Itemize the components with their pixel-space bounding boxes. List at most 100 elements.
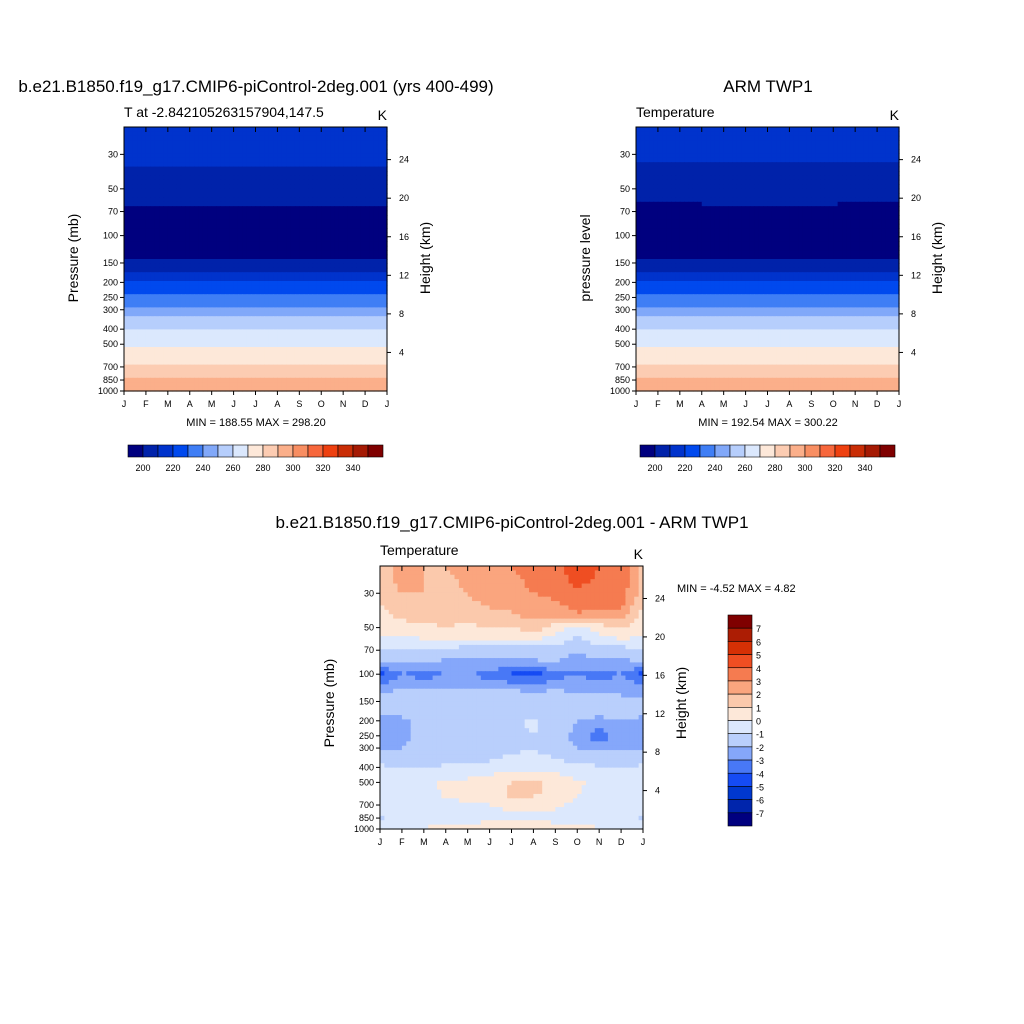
contour-cell bbox=[675, 140, 681, 146]
contour-cell bbox=[154, 237, 160, 242]
contour-cell bbox=[198, 351, 204, 357]
contour-cell bbox=[299, 135, 305, 141]
contour-cell bbox=[132, 201, 138, 207]
contour-cell bbox=[255, 311, 261, 317]
contour-cell bbox=[356, 369, 362, 374]
contour-cell bbox=[815, 127, 821, 132]
contour-cell bbox=[785, 197, 791, 203]
contour-cell bbox=[863, 153, 869, 159]
contour-cell bbox=[312, 316, 318, 322]
contour-cell bbox=[172, 303, 178, 308]
contour-cell bbox=[163, 206, 169, 212]
contour-cell bbox=[714, 197, 720, 203]
contour-cell bbox=[202, 237, 208, 242]
contour-cell bbox=[749, 140, 755, 146]
contour-cell bbox=[159, 162, 165, 168]
contour-cell bbox=[771, 193, 777, 198]
contour-cell bbox=[728, 153, 734, 159]
contour-cell bbox=[303, 188, 309, 194]
contour-cell bbox=[793, 215, 799, 220]
contour-cell bbox=[176, 285, 182, 291]
contour-cell bbox=[259, 311, 265, 317]
contour-cell bbox=[137, 386, 143, 392]
contour-cell bbox=[264, 149, 270, 154]
contour-cell bbox=[189, 355, 195, 361]
contour-cell bbox=[378, 272, 384, 278]
contour-cell bbox=[351, 175, 357, 181]
contour-cell bbox=[211, 360, 217, 366]
contour-cell bbox=[185, 131, 191, 137]
contour-cell bbox=[679, 140, 685, 146]
contour-cell bbox=[132, 351, 138, 357]
contour-cell bbox=[719, 193, 725, 198]
contour-cell bbox=[128, 355, 134, 361]
contour-cell bbox=[837, 201, 843, 207]
contour-cell bbox=[132, 289, 138, 295]
contour-cell bbox=[237, 289, 243, 295]
contour-cell bbox=[189, 223, 195, 229]
contour-cell bbox=[640, 206, 646, 212]
contour-cell bbox=[229, 157, 235, 163]
contour-cell bbox=[202, 201, 208, 207]
contour-cell bbox=[154, 201, 160, 207]
contour-cell bbox=[863, 127, 869, 132]
contour-cell bbox=[294, 373, 300, 379]
contour-cell bbox=[281, 373, 287, 379]
contour-cell bbox=[360, 223, 366, 229]
contour-cell bbox=[251, 338, 257, 344]
contour-cell bbox=[356, 298, 362, 304]
contour-cell bbox=[128, 140, 134, 146]
contour-cell bbox=[229, 241, 235, 247]
contour-cell bbox=[290, 303, 296, 308]
contour-cell bbox=[351, 351, 357, 357]
contour-cell bbox=[373, 245, 379, 251]
contour-cell bbox=[251, 237, 257, 242]
contour-cell bbox=[124, 197, 129, 203]
contour-cell bbox=[881, 153, 887, 159]
contour-cell bbox=[220, 210, 226, 216]
contour-cell bbox=[850, 171, 856, 176]
contour-cell bbox=[343, 140, 349, 146]
contour-cell bbox=[723, 193, 729, 198]
contour-cell bbox=[356, 237, 362, 242]
contour-cell bbox=[745, 219, 751, 225]
contour-cell bbox=[124, 157, 129, 163]
contour-cell bbox=[316, 342, 322, 348]
contour-cell bbox=[842, 210, 847, 216]
contour-cell bbox=[316, 347, 322, 352]
contour-cell bbox=[894, 171, 900, 176]
contour-cell bbox=[338, 144, 344, 150]
contour-cell bbox=[378, 157, 384, 163]
contour-cell bbox=[312, 157, 318, 163]
contour-cell bbox=[356, 153, 362, 159]
contour-cell bbox=[343, 127, 349, 132]
contour-cell bbox=[714, 131, 720, 137]
contour-cell bbox=[145, 197, 151, 203]
contour-cell bbox=[185, 382, 191, 388]
contour-cell bbox=[277, 373, 283, 379]
contour-cell bbox=[299, 131, 305, 137]
contour-cell bbox=[167, 193, 173, 198]
contour-cell bbox=[277, 325, 283, 330]
contour-cell bbox=[180, 254, 186, 260]
contour-cell bbox=[321, 179, 327, 185]
contour-cell bbox=[277, 338, 283, 344]
contour-cell bbox=[189, 149, 195, 154]
contour-cell bbox=[321, 316, 327, 322]
contour-cell bbox=[141, 382, 147, 388]
contour-cell bbox=[365, 272, 371, 278]
contour-cell bbox=[684, 201, 690, 207]
contour-cell bbox=[356, 338, 362, 344]
contour-cell bbox=[894, 162, 900, 168]
contour-cell bbox=[290, 263, 296, 269]
contour-cell bbox=[636, 144, 641, 150]
contour-cell bbox=[338, 241, 344, 247]
contour-cell bbox=[798, 135, 804, 141]
contour-cell bbox=[286, 232, 292, 238]
contour-cell bbox=[286, 307, 292, 313]
contour-cell bbox=[325, 307, 331, 313]
contour-cell bbox=[132, 325, 138, 330]
contour-cell bbox=[237, 232, 243, 238]
contour-cell bbox=[894, 144, 900, 150]
contour-cell bbox=[141, 193, 147, 198]
